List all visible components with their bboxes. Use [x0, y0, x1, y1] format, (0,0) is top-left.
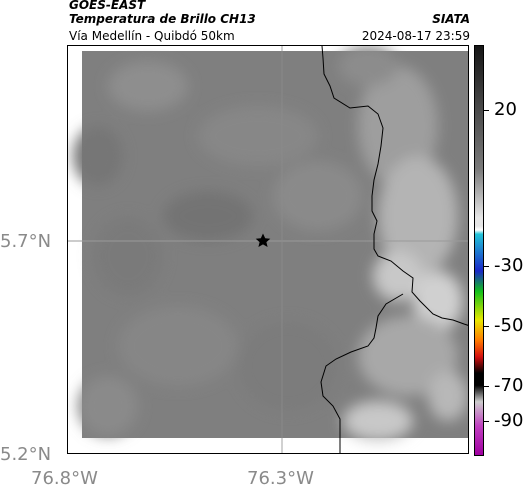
border-line-south	[320, 293, 404, 453]
longitude-tick-label: 76.8°W	[31, 468, 98, 489]
colorbar-tick	[484, 266, 489, 267]
border-line-north	[321, 46, 468, 326]
map-frame[interactable]	[67, 45, 469, 454]
brightness-temperature-map	[68, 46, 468, 453]
colorbar-label: -30	[494, 255, 524, 276]
latitude-tick-label: 5.2°N	[0, 444, 52, 465]
colorbar	[474, 45, 484, 456]
star-marker-icon	[255, 233, 271, 247]
product-title: Temperatura de Brillo CH13	[69, 12, 256, 26]
longitude-tick-label: 76.3°W	[247, 468, 314, 489]
colorbar-tick	[484, 326, 489, 327]
colorbar-label: 20	[494, 99, 517, 120]
colorbar-label: -50	[494, 315, 524, 336]
colorbar-label: -90	[494, 410, 524, 431]
region-label: Vía Medellín - Quibdó 50km	[69, 29, 235, 43]
org-label: SIATA	[432, 12, 470, 26]
colorbar-label: -70	[494, 375, 524, 396]
satellite-title: GOES-EAST	[69, 0, 146, 12]
latitude-tick-label: 5.7°N	[0, 231, 52, 252]
datetime-label: 2024-08-17 23:59	[361, 29, 470, 43]
imagery-texture	[73, 46, 468, 441]
colorbar-tick	[484, 386, 489, 387]
colorbar-tick	[484, 110, 489, 111]
colorbar-tick	[484, 421, 489, 422]
